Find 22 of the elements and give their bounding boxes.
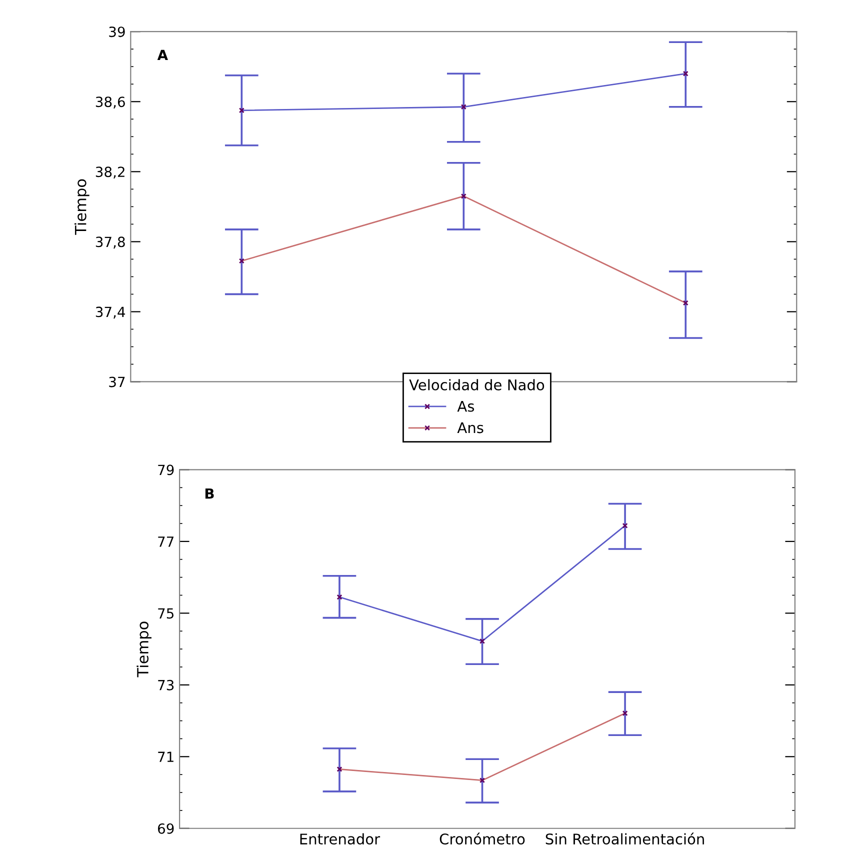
y-tick-label: 37,8: [96, 236, 125, 249]
legend-title: Velocidad de Nado: [409, 379, 544, 390]
y-tick-label: 39: [109, 26, 125, 38]
y-tick-label: 73: [158, 680, 174, 690]
y-tick-label: 37,4: [96, 306, 126, 319]
y-tick-label: 38,6: [96, 96, 125, 109]
x-tick-label: Cronómetro: [440, 832, 525, 845]
y-tick-label: 75: [158, 608, 174, 619]
y-tick-label: 79: [158, 464, 174, 476]
y-axis-title: Tiempo: [136, 622, 152, 678]
legend-label: As: [457, 400, 474, 412]
x-tick-label: Sin Retroalimentación: [546, 832, 704, 845]
y-tick-label: 38,2: [96, 166, 124, 179]
y-axis-title: Tiempo: [74, 179, 90, 235]
x-tick-label: Entrenador: [300, 833, 380, 845]
annotation: A: [157, 50, 168, 60]
legend-label: Ans: [457, 422, 484, 434]
y-tick-label: 71: [158, 752, 174, 762]
annotation: B: [205, 488, 214, 499]
y-tick-label: 37: [109, 376, 125, 388]
y-tick-label: 69: [158, 823, 174, 834]
y-tick-label: 77: [158, 536, 174, 547]
